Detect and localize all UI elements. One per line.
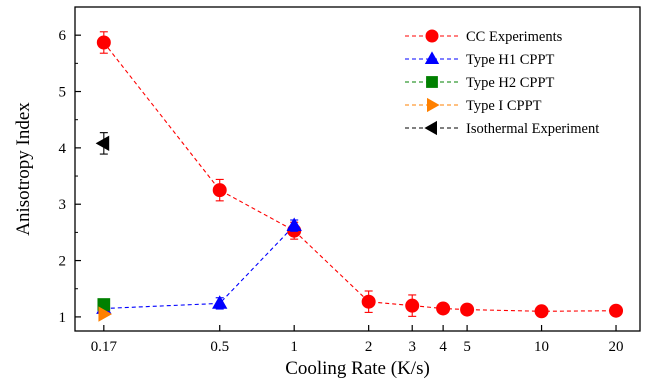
legend-marker bbox=[427, 97, 440, 113]
plot-frame bbox=[74, 6, 641, 332]
x-tick-label: 2 bbox=[365, 339, 373, 355]
x-tick-label: 20 bbox=[609, 339, 624, 355]
legend-item: CC Experiments bbox=[405, 29, 563, 45]
data-point bbox=[460, 302, 475, 317]
x-tick-label: 0.17 bbox=[91, 339, 118, 355]
series-isothermal-experiment bbox=[95, 132, 110, 155]
y-tick-label: 2 bbox=[59, 254, 67, 270]
data-point bbox=[95, 135, 110, 152]
y-axis-title: Anisotropy Index bbox=[13, 102, 34, 236]
series-line bbox=[103, 225, 295, 310]
legend-item: Type I CPPT bbox=[405, 97, 542, 114]
x-tick-label: 4 bbox=[439, 339, 447, 355]
y-tick-label: 1 bbox=[59, 310, 67, 326]
x-tick-label: 1 bbox=[290, 339, 298, 355]
data-point bbox=[212, 183, 227, 198]
y-tick-label: 5 bbox=[59, 85, 67, 101]
data-point bbox=[534, 304, 549, 319]
legend-item: Type H1 CPPT bbox=[405, 51, 555, 68]
data-point bbox=[405, 298, 420, 313]
legend-item: Type H2 CPPT bbox=[405, 75, 555, 91]
y-tick-label: 4 bbox=[59, 141, 67, 157]
legend-label: Isothermal Experiment bbox=[466, 121, 599, 137]
x-tick-label: 10 bbox=[534, 339, 549, 355]
series-type-h1-cppt bbox=[96, 217, 302, 314]
data-point bbox=[436, 301, 451, 316]
data-point bbox=[361, 294, 376, 309]
legend-marker bbox=[424, 51, 440, 64]
series-layer bbox=[95, 31, 624, 322]
y-tick-label: 6 bbox=[59, 28, 67, 44]
legend-label: Type H2 CPPT bbox=[466, 75, 555, 91]
legend-marker bbox=[426, 76, 438, 88]
legend: CC Experiments Type H1 CPPT Type H2 CPPT Ty… bbox=[405, 29, 599, 137]
legend-marker bbox=[425, 29, 439, 43]
data-point bbox=[98, 306, 112, 322]
legend-label: Type I CPPT bbox=[466, 98, 542, 114]
series-type-i-cppt bbox=[98, 306, 112, 322]
legend-label: CC Experiments bbox=[466, 29, 563, 45]
legend-marker bbox=[424, 120, 437, 136]
data-point bbox=[286, 217, 302, 232]
data-point bbox=[96, 35, 111, 50]
legend-item: Isothermal Experiment bbox=[405, 120, 599, 137]
data-point bbox=[212, 295, 228, 309]
legend-label: Type H1 CPPT bbox=[466, 52, 555, 68]
x-tick-label: 3 bbox=[408, 339, 416, 355]
x-tick-label: 0.5 bbox=[210, 339, 229, 355]
plot-border bbox=[74, 6, 641, 332]
y-tick-label: 3 bbox=[59, 197, 67, 213]
x-tick-label: 5 bbox=[463, 339, 471, 355]
data-point bbox=[609, 303, 624, 318]
x-axis-title: Cooling Rate (K/s) bbox=[285, 358, 430, 379]
